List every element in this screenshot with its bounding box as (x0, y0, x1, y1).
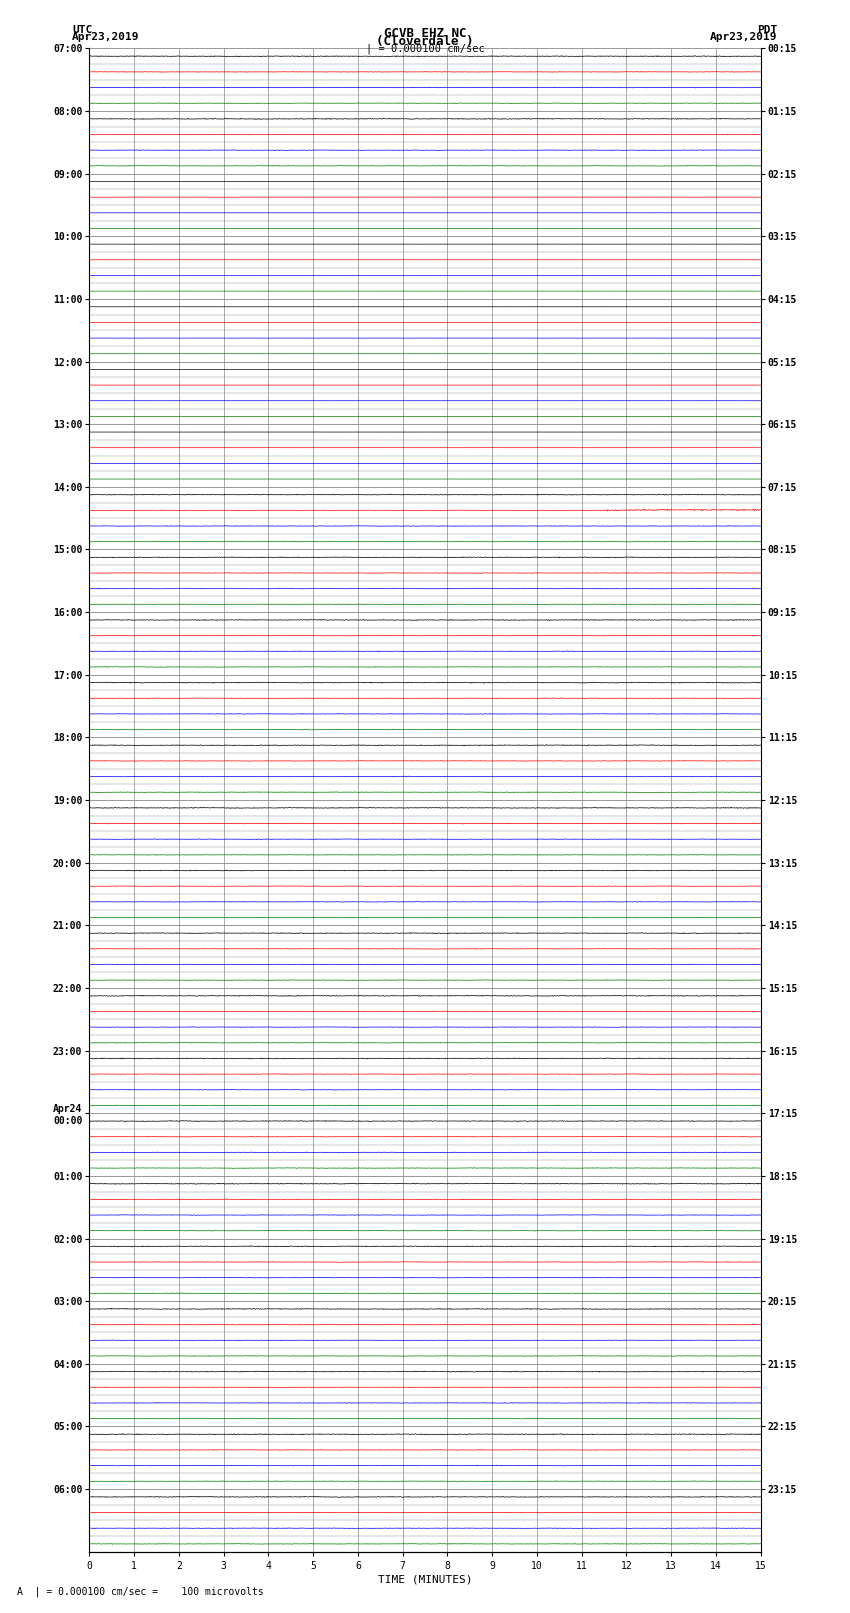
Text: (Cloverdale ): (Cloverdale ) (377, 35, 473, 48)
Text: Apr23,2019: Apr23,2019 (711, 32, 778, 42)
Text: Apr23,2019: Apr23,2019 (72, 32, 139, 42)
Text: A  | = 0.000100 cm/sec =    100 microvolts: A | = 0.000100 cm/sec = 100 microvolts (17, 1586, 264, 1597)
Text: UTC: UTC (72, 24, 93, 35)
Text: GCVB EHZ NC: GCVB EHZ NC (383, 26, 467, 40)
Text: | = 0.000100 cm/sec: | = 0.000100 cm/sec (366, 44, 484, 55)
Text: PDT: PDT (757, 24, 778, 35)
X-axis label: TIME (MINUTES): TIME (MINUTES) (377, 1574, 473, 1586)
